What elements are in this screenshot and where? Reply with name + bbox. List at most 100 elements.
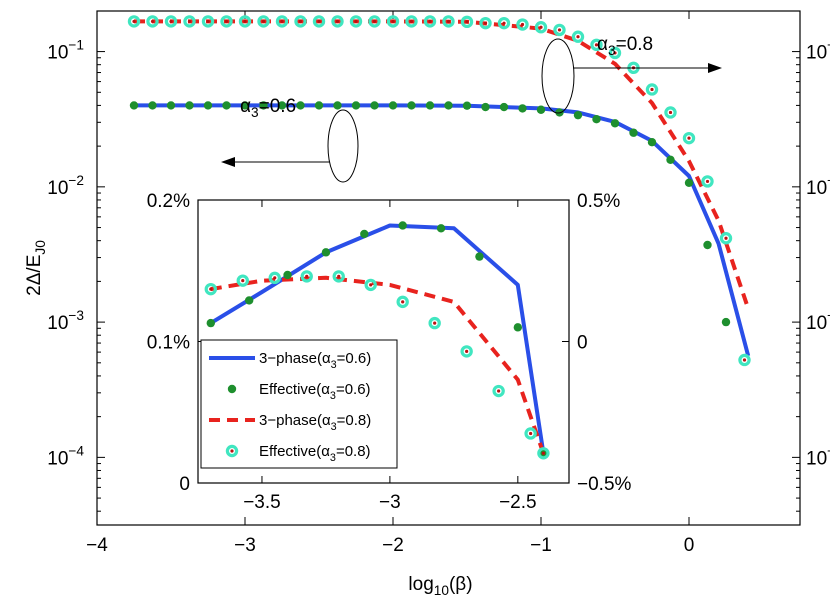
main-series-3-point [386,15,400,28]
main-series-3-point-center [187,19,192,24]
inset-y-tick-label: 0.1% [147,333,190,354]
inset-series-3-point [537,447,550,460]
main-series-3-point [164,15,178,28]
inset-series-3-point [428,316,441,330]
main-series-3-point [275,15,289,28]
main-series-3-point [146,15,159,28]
main-series-1-point [629,128,638,137]
inset-y-tick-label: 0 [179,474,190,495]
main-series-3-point-center [687,136,691,140]
inset-y2-tick-label: −0.5% [577,474,632,495]
inset-series-1-point [360,229,369,239]
y2-tick-label: 10−6 [806,443,830,469]
inset-series-2-line [210,275,546,454]
main-series-3-point-center [169,19,173,24]
main-series-3-point-center [243,19,247,24]
main-series-1-point [166,101,176,110]
main-series-1-point [296,101,305,110]
main-series-1-point [703,240,712,250]
main-series-3-point [553,23,566,37]
main-series-3-point [516,18,529,31]
main-series-1-point [592,115,601,124]
main-series-3-point [127,15,141,28]
main-series-3-point-center [298,19,303,24]
inset-series-3-point [236,274,249,287]
legend-label: Effective(α3=0.8) [259,443,371,464]
inset-series-0-line [209,223,546,454]
inset-x-tick-label: −3 [379,492,401,513]
main-series-3-point-center [428,19,432,24]
main-series-3-point-center [576,35,580,39]
main-series-1-point [333,101,342,110]
main-series-1-point [185,101,194,110]
main-series-1-point [684,178,694,187]
legend-swatch-center [230,449,234,453]
main-series-3-point-center [668,110,673,115]
main-series-3-point [331,15,344,28]
main-series-1-point [666,155,675,164]
inset-series-3-point-center [433,321,437,325]
annotation-ellipse-0.8 [541,38,575,114]
main-series-3-point-center [372,19,377,24]
main-series-3-point-center [335,19,340,24]
main-series-3-point-center [465,20,469,24]
main-series-3-point-center [261,19,266,24]
inset-series-3-point-center [369,283,373,287]
main-series-1-point [203,101,213,110]
main-series-3-point-center [742,358,747,362]
inset-series-3-point [300,270,313,283]
main-series-3-point-center [594,43,599,47]
main-series-3-point [719,232,733,245]
main-series-3-point-center [613,51,617,55]
main-series-3-point [590,38,603,52]
inset-plot: −3.5 −3 −2.5 0 0.1% 0.2% −0.5% 0 0.5% 3−phase(α3=… [147,191,632,513]
main-series-3-point-center [224,19,229,24]
main-series-3-point [368,15,381,28]
inset-x-tick-label: −2.5 [499,492,537,513]
main-series-3-point-center [724,236,728,240]
main-series-1-point [536,105,546,114]
main-series-1-point [277,101,287,110]
main-series-3-point [460,15,474,29]
main-series-1-point [370,101,379,110]
main-series-3-point-center [502,21,506,25]
y2-tick-label: 10−4 [806,173,830,199]
inset-series-3-point-center [401,300,405,304]
inset-series-3-point [204,282,217,296]
legend-label: Effective(α3=0.6) [259,381,371,402]
main-series-3-point [608,46,622,60]
main-series-3-point [312,15,326,28]
y-axis-label: 2Δ/EJ0 [24,240,48,296]
inset-x-tick-label: −3.5 [243,492,281,513]
main-series-1-point [240,101,250,110]
inset-series-3-point [332,270,345,283]
annotation-label-0.8: α3=0.8 [597,34,653,58]
main-series-3-point [201,15,215,28]
legend: 3−phase(α3=0.6) Effective(α3=0.6) 3−phase(… [200,339,398,469]
main-series-3-point [497,16,511,30]
main-series-3-point [442,15,455,28]
inset-series-3-point-center [305,274,309,279]
annotation-ellipse-0.6 [327,109,359,183]
main-series-1-point [407,101,416,110]
main-series-3-point [738,353,751,367]
main-series-1-point [222,101,231,110]
y-tick-label: 10−3 [47,308,84,334]
main-series-1-point [518,104,527,113]
inset-series-1-point [283,270,292,280]
inset-series-1-point [475,252,484,261]
main-series-1-point [148,101,157,110]
main-series-1-point [351,101,361,110]
legend-swatch [227,384,237,394]
main-series-3-point [534,21,548,34]
main-series-3-point [571,30,585,43]
main-series-3-point [479,16,492,30]
main-series-3-point-center [354,19,358,24]
main-series-1-point [573,110,583,120]
inset-series-3-point-center [209,287,213,291]
inset-series-3-point [268,271,281,285]
main-series-1-point [610,119,620,128]
main-series-1-point [259,101,268,110]
main-series-1-point [129,101,139,110]
x-tick-label: 0 [684,535,695,556]
